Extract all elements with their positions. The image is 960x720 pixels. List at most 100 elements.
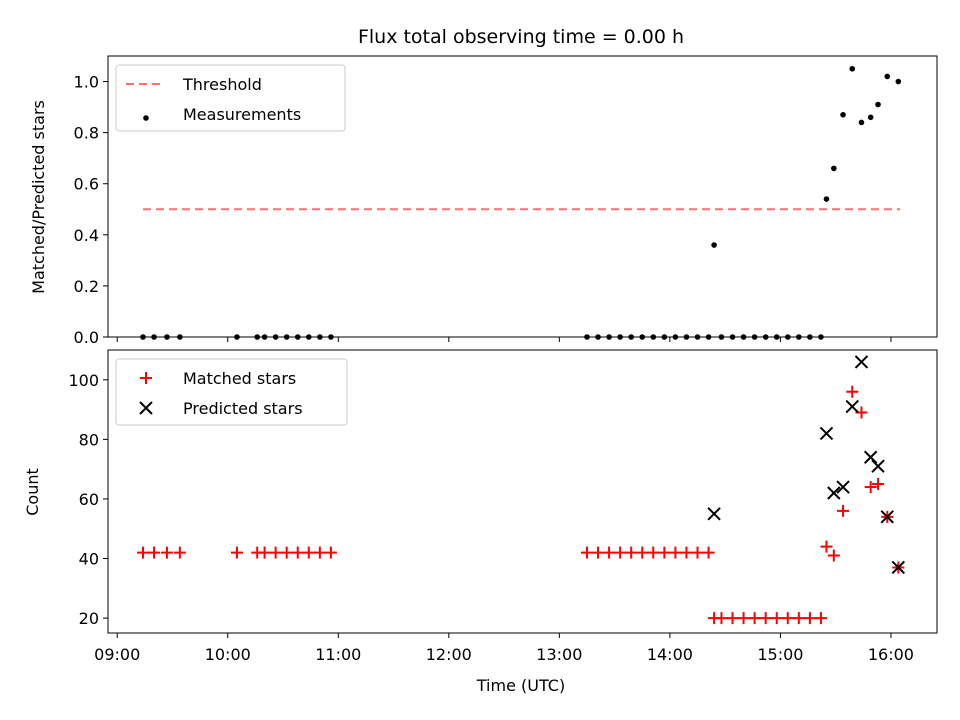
measurement-point bbox=[294, 334, 301, 340]
matched-stars-point bbox=[737, 612, 750, 625]
measurement-point bbox=[639, 334, 646, 340]
matched-stars-point bbox=[173, 546, 186, 559]
measurement-point bbox=[740, 334, 747, 340]
matched-stars-point bbox=[592, 546, 605, 559]
measurement-point bbox=[683, 334, 690, 340]
measurement-point bbox=[762, 334, 769, 340]
bottom-y-tick-label: 40 bbox=[79, 550, 99, 569]
top-panel: 0.0 0.2 0.4 0.6 0.8 1.0 Threshold Measurements bbox=[74, 55, 938, 347]
top-y-axis-label: Matched/Predicted stars bbox=[29, 100, 48, 294]
x-tick-label: 09:00 bbox=[94, 645, 140, 664]
matched-stars-point bbox=[726, 612, 739, 625]
legend-label: Predicted stars bbox=[183, 399, 303, 418]
matched-stars-point bbox=[872, 478, 885, 491]
x-tick-label: 12:00 bbox=[426, 645, 472, 664]
predicted-stars-point bbox=[854, 355, 869, 369]
matched-stars-point bbox=[814, 612, 827, 625]
x-tick-label: 16:00 bbox=[868, 645, 914, 664]
matched-stars-point bbox=[702, 546, 715, 559]
measurement-point bbox=[306, 334, 312, 340]
measurement-point bbox=[317, 334, 323, 340]
measurement-point bbox=[151, 334, 157, 340]
measurement-point bbox=[140, 334, 146, 340]
measurement-point bbox=[818, 334, 824, 340]
matched-stars-point bbox=[691, 546, 704, 559]
legend-measurement-swatch bbox=[143, 115, 149, 121]
measurement-point bbox=[831, 165, 837, 172]
measurement-point bbox=[254, 334, 261, 340]
top-y-tick-label: 1.0 bbox=[74, 73, 99, 92]
matched-stars-point bbox=[680, 546, 693, 559]
measurement-point bbox=[875, 101, 881, 108]
legend-predicted-swatch bbox=[139, 401, 153, 415]
matched-stars-point bbox=[781, 612, 794, 625]
legend-label: Matched stars bbox=[183, 369, 296, 388]
predicted-stars-point bbox=[871, 459, 885, 473]
top-chart-title: Flux total observing time = 0.00 h bbox=[358, 26, 684, 48]
predicted-stars-point bbox=[891, 560, 906, 575]
measurement-point bbox=[729, 334, 736, 340]
matched-stars-point bbox=[636, 546, 649, 559]
measurement-point bbox=[796, 334, 802, 340]
matched-stars-point bbox=[269, 546, 282, 559]
predicted-stars-point bbox=[707, 507, 721, 521]
matched-stars-point bbox=[148, 546, 161, 559]
measurement-point bbox=[884, 73, 891, 80]
matched-stars-point bbox=[770, 612, 783, 625]
bottom-y-tick-label: 100 bbox=[68, 371, 99, 390]
bottom-y-tick-label: 60 bbox=[79, 490, 99, 509]
matched-stars-point bbox=[864, 481, 877, 494]
measurement-point bbox=[823, 196, 830, 202]
matched-stars-point bbox=[647, 546, 660, 559]
measurement-point bbox=[617, 334, 623, 340]
measurement-point bbox=[164, 334, 170, 340]
predicted-stars-point bbox=[863, 450, 878, 464]
measurement-point bbox=[606, 334, 612, 340]
matched-stars-point bbox=[603, 546, 616, 559]
measurement-point bbox=[328, 334, 334, 340]
bottom-axes-frame bbox=[107, 349, 938, 634]
matched-stars-point bbox=[625, 546, 638, 559]
predicted-stars-point bbox=[845, 399, 859, 414]
top-y-tick-label: 0.0 bbox=[74, 328, 99, 347]
x-tick-label: 15:00 bbox=[757, 645, 803, 664]
matched-stars-point bbox=[820, 540, 833, 553]
matched-stars-point bbox=[792, 612, 805, 625]
measurement-point bbox=[584, 334, 590, 340]
matched-stars-point bbox=[302, 546, 315, 559]
top-axes-frame bbox=[107, 55, 938, 338]
top-legend-box bbox=[115, 64, 346, 132]
legend-label: Threshold bbox=[182, 75, 262, 94]
legend-label: Measurements bbox=[183, 105, 301, 124]
bottom-legend-box bbox=[115, 358, 348, 426]
matched-stars-point bbox=[658, 546, 671, 559]
matched-stars-point bbox=[137, 546, 150, 559]
top-y-tick-label: 0.6 bbox=[74, 175, 99, 194]
matched-stars-point bbox=[324, 546, 337, 559]
measurement-point bbox=[895, 78, 902, 85]
measurement-point bbox=[650, 334, 657, 340]
measurement-point bbox=[711, 242, 717, 248]
measurement-point bbox=[272, 334, 279, 340]
predicted-stars-point bbox=[836, 480, 850, 494]
x-tick-label: 13:00 bbox=[536, 645, 582, 664]
measurement-point bbox=[177, 334, 183, 340]
measurement-point bbox=[858, 119, 865, 126]
measurement-point bbox=[705, 334, 712, 340]
measurement-point bbox=[773, 334, 780, 340]
measurement-point bbox=[661, 334, 668, 340]
matched-stars-point bbox=[748, 612, 761, 625]
matched-stars-point bbox=[160, 546, 173, 559]
measurement-point bbox=[807, 334, 813, 340]
x-tick-label: 10:00 bbox=[205, 645, 251, 664]
measurement-point bbox=[718, 334, 725, 340]
matched-stars-point bbox=[827, 549, 840, 562]
top-y-tick-label: 0.2 bbox=[74, 277, 99, 296]
matched-stars-point bbox=[846, 385, 859, 398]
x-tick-label: 14:00 bbox=[647, 645, 693, 664]
measurement-point bbox=[849, 65, 856, 72]
predicted-stars-point bbox=[827, 486, 841, 500]
matched-stars-point bbox=[291, 546, 304, 559]
bottom-y-tick-label: 80 bbox=[79, 430, 99, 449]
